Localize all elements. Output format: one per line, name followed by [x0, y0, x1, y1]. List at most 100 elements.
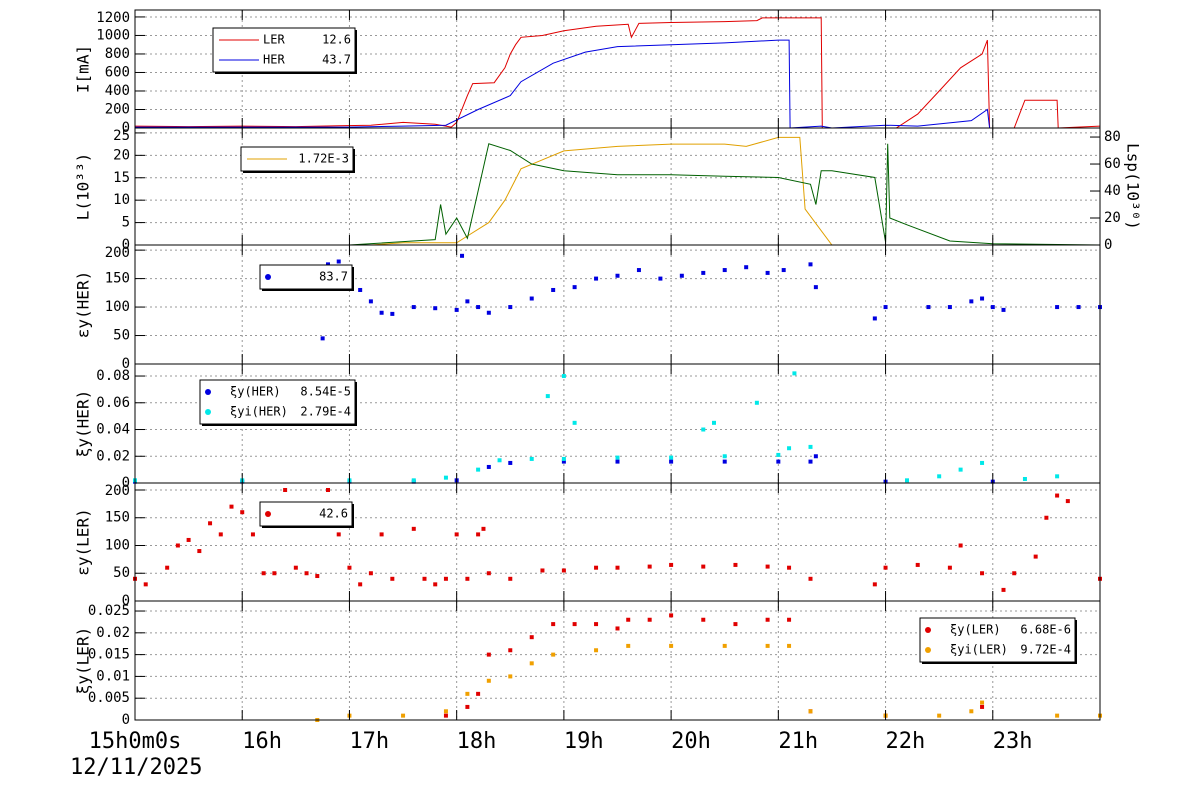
y-tick-label: 200	[105, 245, 130, 261]
y2-axis-label: Lsp(10³⁰)	[1124, 143, 1143, 230]
legend-label: LER	[263, 33, 285, 47]
point	[529, 456, 534, 461]
point	[465, 299, 470, 304]
legend-swatch	[205, 389, 211, 395]
legend-box	[919, 617, 1076, 663]
point	[1055, 713, 1060, 718]
point	[626, 617, 631, 622]
point	[872, 582, 877, 587]
y-axis-label: I[mA]	[74, 45, 93, 93]
y2-tick-label: 0	[1104, 237, 1112, 253]
point	[787, 643, 792, 648]
point	[304, 571, 309, 576]
y-axis-label: ξy(LER)	[74, 627, 93, 694]
point	[486, 464, 491, 469]
point	[465, 704, 470, 709]
y-tick-label: 0.02	[96, 625, 130, 641]
y-axis-label: εy(LER)	[74, 508, 93, 575]
y-tick-label: 0	[122, 712, 130, 728]
point	[272, 571, 277, 576]
legend-label: ξyi(HER)	[230, 405, 288, 419]
point	[347, 565, 352, 570]
point	[1044, 515, 1049, 520]
y-axis-label: L(10³³)	[74, 153, 93, 220]
point	[1012, 571, 1017, 576]
legend-value: 1.72E-3	[298, 152, 349, 166]
point	[765, 643, 770, 648]
point	[465, 576, 470, 581]
point	[669, 613, 674, 618]
point	[1001, 587, 1006, 592]
point	[561, 456, 566, 461]
point	[813, 454, 818, 459]
point	[486, 652, 491, 657]
point	[401, 713, 406, 718]
point	[615, 273, 620, 278]
point	[905, 478, 909, 483]
point	[476, 532, 481, 537]
y-tick-label: 50	[113, 565, 130, 581]
point	[529, 661, 534, 666]
x-tick-label: 15h0m0s	[89, 729, 182, 754]
legend-swatch	[925, 647, 931, 653]
y-tick-label: 0.025	[88, 603, 130, 619]
point	[218, 532, 223, 537]
point	[433, 582, 438, 587]
point	[722, 459, 727, 464]
point	[476, 691, 481, 696]
y-tick-label: 0.04	[96, 422, 130, 438]
point	[722, 454, 727, 459]
point	[240, 510, 245, 515]
point	[712, 420, 716, 425]
y-tick-label: 200	[105, 483, 130, 499]
y-tick-label: 150	[105, 271, 130, 287]
y-tick-label: 150	[105, 510, 130, 526]
legend-label: ξy(HER)	[230, 385, 281, 399]
point	[411, 478, 416, 483]
legend-swatch	[265, 274, 271, 280]
y2-tick-label: 60	[1104, 156, 1121, 172]
y-tick-label: 0.015	[88, 647, 130, 663]
y-tick-label: 0.08	[96, 368, 130, 384]
point	[947, 305, 952, 310]
point	[781, 268, 786, 273]
y-tick-label: 0.06	[96, 395, 130, 411]
point	[744, 265, 749, 270]
point	[980, 296, 985, 301]
point	[1033, 554, 1038, 559]
point	[1055, 493, 1060, 498]
point	[594, 622, 599, 627]
point	[594, 648, 599, 653]
point	[336, 532, 341, 537]
legend-box	[259, 264, 353, 290]
point	[143, 582, 148, 587]
point	[486, 310, 491, 315]
point	[208, 521, 213, 526]
y-tick-label: 0	[122, 120, 130, 136]
y2-tick-label: 20	[1104, 210, 1121, 226]
legend-box	[259, 501, 353, 527]
point	[776, 452, 781, 457]
series-line	[135, 143, 1101, 246]
point	[701, 427, 706, 432]
point	[368, 299, 373, 304]
y-tick-label: 15	[113, 170, 130, 186]
point	[722, 643, 727, 648]
point	[1055, 474, 1060, 479]
legend-label: HER	[263, 53, 285, 67]
point	[669, 643, 674, 648]
point	[443, 709, 448, 714]
point	[379, 310, 384, 315]
y-axis-label: ξy(HER)	[74, 390, 93, 457]
point	[754, 400, 759, 405]
y-tick-label: 25	[113, 128, 130, 144]
point	[980, 700, 985, 705]
point	[615, 459, 620, 464]
y-tick-label: 0	[122, 356, 130, 372]
point	[947, 565, 952, 570]
x-tick-label: 17h	[349, 729, 389, 754]
point	[808, 444, 813, 449]
point	[722, 268, 727, 273]
point	[669, 455, 674, 460]
y-tick-label: 600	[105, 64, 130, 80]
